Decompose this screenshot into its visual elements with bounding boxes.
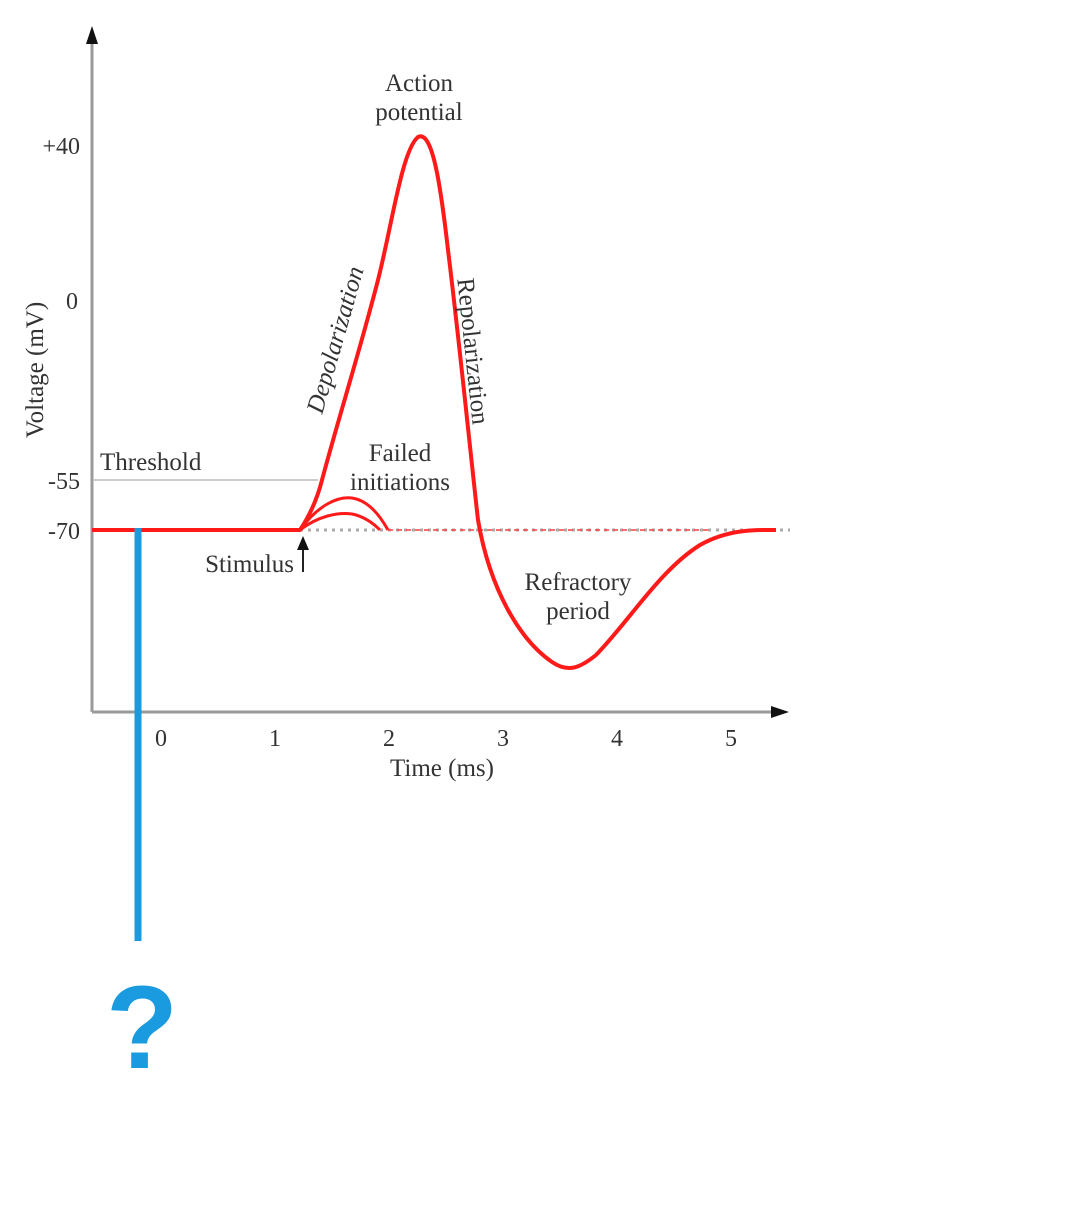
failed-initiation-curve-1 (298, 496, 390, 531)
failed-initiations-label-line1: Failed (369, 440, 432, 467)
refractory-period-label-line1: Refractory (525, 569, 632, 596)
repolarization-label: Repolarization (451, 277, 493, 427)
threshold-label: Threshold (100, 449, 202, 476)
y-axis-label: Voltage (mV) (22, 302, 49, 438)
action-potential-label-line2: potential (375, 99, 463, 126)
x-tick-5: 5 (725, 726, 737, 752)
x-axis-arrow-icon (771, 706, 789, 718)
action-potential-curve (92, 134, 777, 671)
failed-initiations-label-line2: initiations (350, 469, 450, 496)
y-tick-minus70: -70 (48, 519, 80, 545)
failed-initiation-curve-2 (299, 512, 382, 532)
x-axis (92, 706, 789, 718)
question-mark-icon: ? (106, 962, 178, 1094)
x-axis-label: Time (ms) (390, 755, 494, 782)
x-tick-2: 2 (383, 726, 395, 752)
x-tick-3: 3 (497, 726, 509, 752)
x-tick-0: 0 (155, 726, 167, 752)
y-tick-minus55: -55 (48, 469, 80, 495)
stimulus-arrow-icon (297, 536, 309, 572)
y-axis-arrow-icon (86, 26, 98, 44)
action-potential-label-line1: Action (385, 70, 454, 97)
y-tick-plus40: +40 (42, 134, 80, 160)
refractory-period-label-line2: period (546, 598, 610, 625)
x-tick-1: 1 (269, 726, 281, 752)
depolarization-label: Depolarization (302, 263, 370, 417)
y-axis (86, 26, 98, 712)
x-tick-4: 4 (611, 726, 623, 752)
y-tick-zero: 0 (66, 289, 78, 315)
stimulus-label: Stimulus (205, 551, 294, 578)
